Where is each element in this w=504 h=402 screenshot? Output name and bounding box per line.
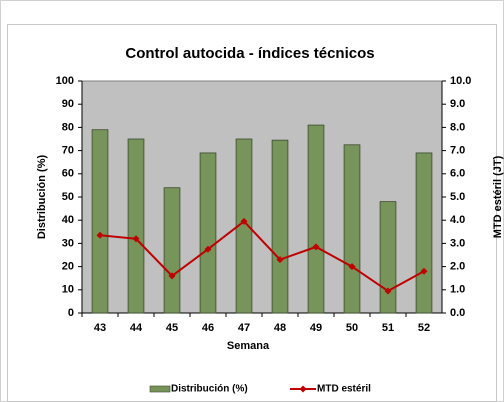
bar — [343, 144, 361, 314]
bar — [91, 129, 109, 314]
y-tick-label: 30 — [62, 237, 74, 249]
bar — [199, 152, 217, 314]
y-axis-title: Distribución (%) — [36, 155, 48, 240]
line-marker — [204, 245, 212, 253]
y-tick-label: 90 — [62, 98, 74, 110]
line — [99, 220, 425, 293]
y2-tick-label: 8.0 — [450, 121, 465, 133]
y2-tick-label: 0.0 — [450, 307, 465, 319]
x-tick-label: 51 — [382, 322, 394, 334]
line-marker — [96, 231, 104, 239]
x-tick-label: 47 — [238, 322, 250, 334]
line-marker — [132, 235, 140, 243]
legend-label: MTD estéril — [317, 384, 371, 395]
y2-tick-label: 3.0 — [450, 237, 465, 249]
x-tick-label: 50 — [346, 322, 358, 334]
x-tick-label: 52 — [418, 322, 430, 334]
y-tick-label: 50 — [62, 191, 74, 203]
bar — [271, 139, 289, 314]
y-tick-label: 0 — [68, 307, 74, 319]
bar — [415, 152, 433, 314]
line-marker — [384, 287, 392, 295]
y2-tick-label: 7.0 — [450, 145, 465, 157]
legend-label: Distribución (%) — [171, 384, 248, 395]
bar — [379, 201, 397, 314]
y2-tick-label: 5.0 — [450, 191, 465, 203]
x-axis-title: Semana — [227, 340, 270, 352]
x-tick-label: 46 — [202, 322, 214, 334]
bar — [163, 187, 181, 314]
y-tick-label: 60 — [62, 168, 74, 180]
y2-tick-label: 4.0 — [450, 214, 465, 226]
line-marker — [240, 217, 248, 225]
x-tick-label: 44 — [130, 322, 143, 334]
bar — [307, 124, 325, 314]
y2-tick-label: 9.0 — [450, 98, 465, 110]
y-tick-label: 40 — [62, 214, 74, 226]
y2-tick-label: 6.0 — [450, 168, 465, 180]
line-marker — [168, 272, 176, 280]
legend-marker — [299, 385, 307, 393]
y2-tick-label: 1.0 — [450, 284, 465, 296]
x-tick-label: 43 — [94, 322, 106, 334]
x-tick-label: 49 — [310, 322, 322, 334]
x-tick-label: 45 — [166, 322, 178, 334]
y-tick-label: 80 — [62, 121, 74, 133]
line-marker — [312, 243, 320, 251]
line-marker — [420, 267, 428, 275]
y2-tick-label: 2.0 — [450, 261, 465, 273]
bar — [127, 138, 145, 314]
bar — [235, 138, 253, 314]
line-marker — [348, 263, 356, 271]
y2-tick-label: 10.0 — [450, 75, 471, 87]
y-tick-label: 20 — [62, 261, 74, 273]
line-marker — [276, 256, 284, 264]
legend-swatch — [149, 385, 171, 393]
x-tick-label: 48 — [274, 322, 286, 334]
chart-title: Control autocida - índices técnicos — [125, 45, 374, 62]
y2-axis-title: MTD estéril (JT) — [492, 155, 504, 238]
y-tick-label: 10 — [62, 284, 74, 296]
y-tick-label: 100 — [56, 75, 74, 87]
y-tick-label: 70 — [62, 145, 74, 157]
